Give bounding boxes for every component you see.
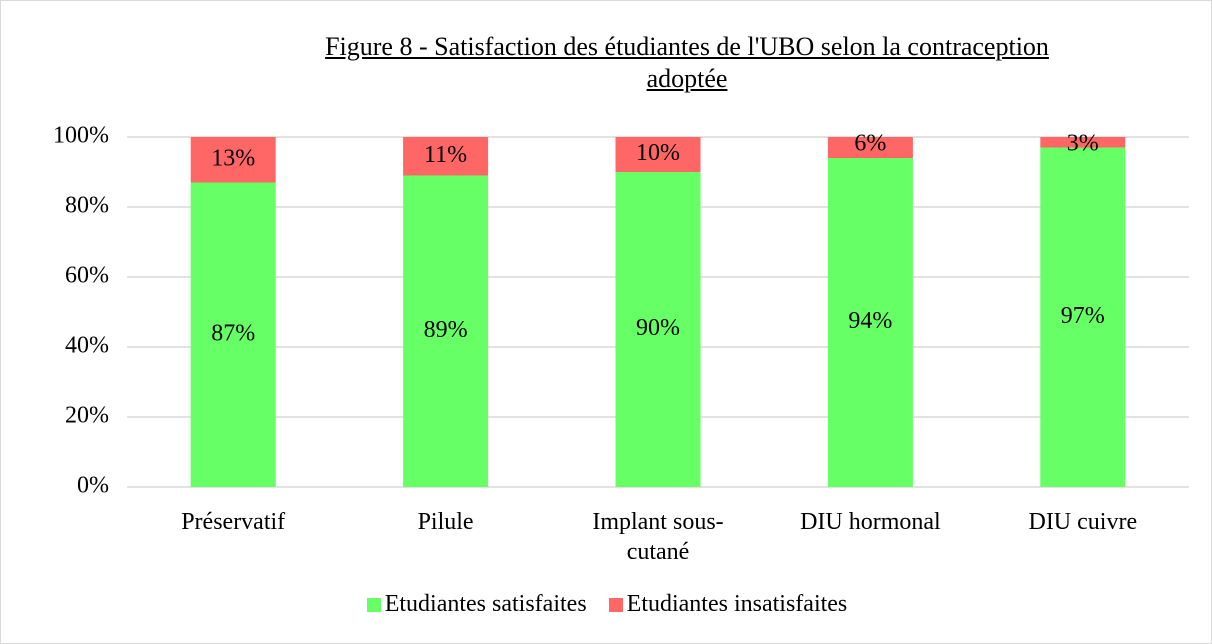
y-tick-label: 80% [65, 193, 109, 219]
data-label: 87% [211, 320, 255, 346]
legend-label: Etudiantes insatisfaites [626, 591, 848, 617]
legend-label: Etudiantes satisfaites [384, 591, 587, 617]
chart-title: Figure 8 - Satisfaction des étudiantes d… [325, 32, 1049, 93]
legend-swatch [608, 597, 623, 612]
bar-segment [190, 137, 276, 183]
y-tick-label: 60% [65, 263, 109, 289]
bar-segment [403, 175, 489, 487]
bar-segment [827, 158, 913, 487]
data-label: 89% [424, 317, 468, 343]
data-label: 13% [211, 145, 255, 171]
data-label: 10% [636, 140, 680, 166]
bar-segment [1040, 147, 1126, 487]
data-label: 11% [424, 142, 467, 168]
x-tick-label: Préservatif [181, 509, 286, 535]
y-tick-label: 20% [65, 403, 109, 429]
legend-swatch [366, 597, 381, 612]
data-label: 6% [854, 131, 886, 157]
x-tick-label: Implant sous-cutané [592, 509, 724, 565]
y-tick-label: 100% [53, 123, 109, 149]
legend-item: Etudiantes satisfaites [366, 591, 587, 618]
y-tick-label: 0% [77, 473, 109, 499]
bar-segment [1040, 137, 1126, 148]
legend-item: Etudiantes insatisfaites [608, 591, 848, 618]
data-label: 94% [848, 308, 892, 334]
bar-segment [615, 172, 701, 487]
data-label: 97% [1061, 303, 1105, 329]
bar-segment [403, 137, 489, 176]
data-label: 3% [1067, 131, 1099, 157]
data-label: 90% [636, 315, 680, 341]
bar-segment [190, 182, 276, 487]
bar-segment [827, 137, 913, 158]
x-tick-label: Pilule [417, 509, 474, 535]
y-tick-label: 40% [65, 333, 109, 359]
bar-segment [615, 137, 701, 172]
legend: Etudiantes satisfaites Etudiantes insatis… [1, 591, 1211, 618]
x-tick-label: DIU hormonal [800, 509, 941, 535]
x-tick-label: DIU cuivre [1028, 509, 1138, 535]
